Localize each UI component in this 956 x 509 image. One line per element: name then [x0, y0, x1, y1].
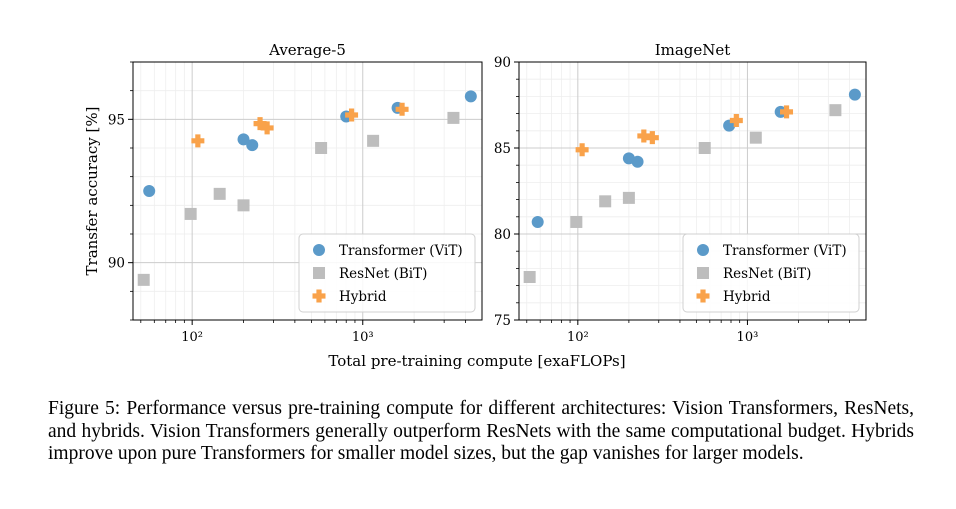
data-point [260, 121, 274, 135]
series-plus [191, 102, 409, 148]
legend-box [682, 233, 860, 313]
legend-marker [697, 244, 709, 256]
legend-label: ResNet (BiT) [339, 266, 427, 282]
panel-imagenet: 10² 10³ 75 80 85 90 ImageNet Transformer (ViT) R… [494, 41, 867, 345]
data-point [749, 131, 762, 144]
data-point [191, 134, 205, 148]
y-tick-label: 75 [494, 313, 511, 329]
y-tick-label: 90 [108, 256, 125, 272]
legend-label: Hybrid [339, 289, 387, 305]
plot-frame [132, 61, 483, 321]
data-point [315, 142, 328, 154]
x-tick-label: 10³ [737, 330, 759, 345]
data-point [367, 134, 380, 147]
data-point [523, 271, 536, 283]
data-point [447, 111, 460, 124]
data-point [184, 207, 197, 220]
data-point [143, 185, 156, 197]
figure: Total pre-training compute [exaFLOPs] 10… [83, 41, 867, 370]
legend-marker [697, 267, 709, 279]
data-point [637, 129, 651, 143]
data-point [531, 215, 544, 228]
legend: Transformer (ViT) ResNet (BiT) Hybrid [682, 233, 860, 313]
data-point [848, 88, 861, 101]
legend-marker [696, 289, 710, 303]
data-point [246, 139, 259, 152]
data-point [780, 105, 794, 119]
data-point [237, 199, 250, 212]
data-point [599, 195, 612, 208]
data-point [631, 155, 644, 168]
legend-marker [313, 244, 325, 256]
y-tick-label: 80 [494, 227, 511, 243]
legend-label: Transformer (ViT) [339, 243, 463, 259]
y-tick-label: 85 [494, 141, 511, 157]
data-point [213, 187, 226, 200]
series-circle [143, 90, 477, 197]
data-point [237, 133, 250, 146]
data-point [829, 104, 842, 117]
data-point [345, 108, 359, 122]
data-point [570, 215, 583, 228]
series-square [523, 104, 842, 283]
panel-title: ImageNet [655, 41, 731, 59]
y-tick-label: 95 [108, 112, 125, 128]
legend-label: Hybrid [723, 289, 771, 305]
y-tick-label: 90 [494, 55, 511, 71]
legend-label: Transformer (ViT) [723, 243, 847, 259]
series-circle [531, 88, 861, 228]
legend-marker [312, 289, 326, 303]
shared-x-axis-label: Total pre-training compute [exaFLOPs] [328, 352, 625, 370]
legend-label: ResNet (BiT) [723, 266, 811, 282]
legend-marker [313, 267, 325, 279]
data-point [575, 143, 589, 157]
x-tick-label: 10² [181, 330, 203, 345]
data-point [622, 191, 635, 204]
data-point [698, 142, 711, 154]
y-axis-label: Transfer accuracy [%] [83, 107, 101, 276]
panel-average-5: 10² 10³ 90 95 Average-5 Transfer accuracy [%]… [83, 41, 483, 345]
data-point [395, 102, 409, 116]
data-point [253, 117, 267, 131]
figure-caption: Figure 5: Performance versus pre-trainin… [48, 398, 914, 464]
plot-frame [518, 61, 867, 321]
x-tick-label: 10³ [352, 330, 374, 345]
data-point [729, 113, 743, 127]
series-square [137, 111, 460, 286]
data-point [464, 90, 477, 103]
legend: Transformer (ViT) ResNet (BiT) Hybrid [298, 233, 476, 313]
data-point [137, 273, 150, 286]
series-plus [575, 105, 794, 157]
panel-title: Average-5 [268, 41, 346, 59]
x-tick-label: 10² [567, 330, 589, 345]
data-point [645, 131, 659, 145]
legend-box [298, 233, 476, 313]
